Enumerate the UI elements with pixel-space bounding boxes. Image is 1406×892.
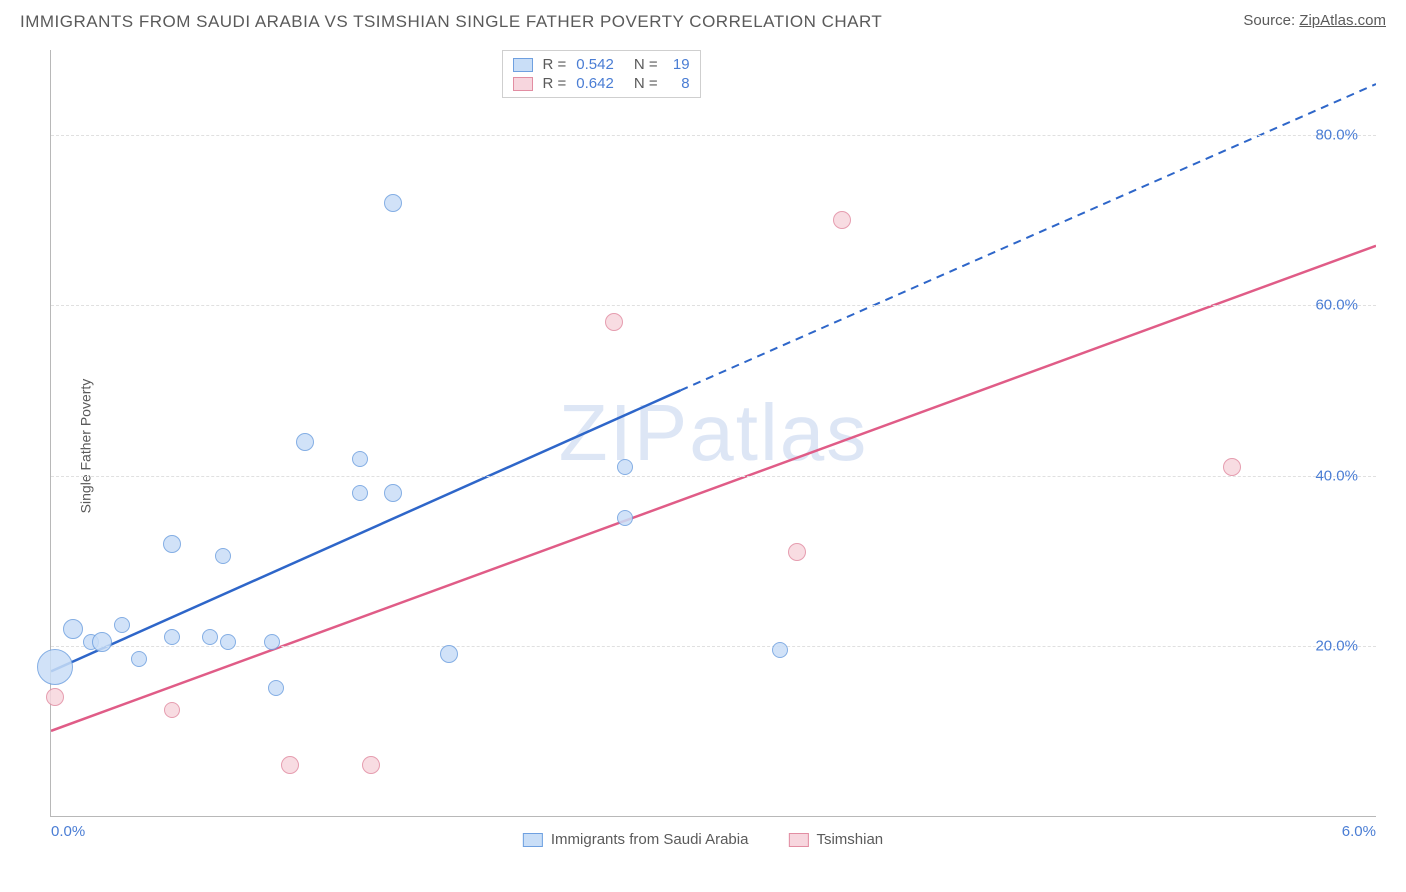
data-point — [46, 688, 64, 706]
plot-area: ZIPatlas R = 0.542 N = 19 R = 0.642 N = … — [50, 50, 1376, 817]
stat-r-value: 0.542 — [576, 56, 614, 73]
x-tick-label: 6.0% — [1342, 823, 1376, 840]
chart-header: IMMIGRANTS FROM SAUDI ARABIA VS TSIMSHIA… — [0, 0, 1406, 40]
data-point — [1223, 458, 1241, 476]
data-point — [362, 756, 380, 774]
gridline — [51, 646, 1376, 647]
data-point — [220, 634, 236, 650]
data-point — [281, 756, 299, 774]
chart-title: IMMIGRANTS FROM SAUDI ARABIA VS TSIMSHIA… — [20, 12, 882, 32]
data-point — [352, 451, 368, 467]
legend-item: Immigrants from Saudi Arabia — [523, 831, 749, 848]
trendline — [51, 246, 1376, 731]
trend-lines — [51, 50, 1376, 816]
y-tick-label: 80.0% — [1315, 127, 1358, 144]
y-tick-label: 60.0% — [1315, 297, 1358, 314]
data-point — [164, 702, 180, 718]
stats-legend: R = 0.542 N = 19 R = 0.642 N = 8 — [502, 50, 701, 98]
data-point — [440, 645, 458, 663]
gridline — [51, 135, 1376, 136]
data-point — [268, 680, 284, 696]
series-legend: Immigrants from Saudi Arabia Tsimshian — [523, 831, 883, 848]
gridline — [51, 476, 1376, 477]
data-point — [788, 543, 806, 561]
data-point — [92, 632, 112, 652]
y-tick-label: 20.0% — [1315, 637, 1358, 654]
stats-row: R = 0.542 N = 19 — [513, 55, 690, 74]
data-point — [617, 459, 633, 475]
stat-r-value: 0.642 — [576, 75, 614, 92]
legend-label: Tsimshian — [816, 831, 883, 848]
data-point — [384, 484, 402, 502]
x-tick-label: 0.0% — [51, 823, 85, 840]
stat-r-label: R = — [543, 56, 567, 73]
trendline-extrapolated — [680, 84, 1376, 390]
legend-swatch — [523, 833, 543, 847]
data-point — [772, 642, 788, 658]
legend-swatch — [788, 833, 808, 847]
stat-n-label: N = — [634, 56, 658, 73]
data-point — [617, 510, 633, 526]
legend-label: Immigrants from Saudi Arabia — [551, 831, 749, 848]
data-point — [63, 619, 83, 639]
data-point — [296, 433, 314, 451]
stat-n-value: 8 — [668, 75, 690, 92]
legend-item: Tsimshian — [788, 831, 883, 848]
stat-n-label: N = — [634, 75, 658, 92]
data-point — [131, 651, 147, 667]
data-point — [114, 617, 130, 633]
watermark: ZIPatlas — [559, 387, 868, 479]
stats-row: R = 0.642 N = 8 — [513, 74, 690, 93]
source-label: Source: ZipAtlas.com — [1243, 12, 1386, 29]
data-point — [605, 313, 623, 331]
source-link[interactable]: ZipAtlas.com — [1299, 12, 1386, 29]
y-tick-label: 40.0% — [1315, 467, 1358, 484]
data-point — [163, 535, 181, 553]
gridline — [51, 305, 1376, 306]
legend-swatch — [513, 77, 533, 91]
data-point — [202, 629, 218, 645]
data-point — [164, 629, 180, 645]
trendline — [51, 390, 680, 671]
data-point — [215, 548, 231, 564]
stat-n-value: 19 — [668, 56, 690, 73]
data-point — [352, 485, 368, 501]
data-point — [264, 634, 280, 650]
stat-r-label: R = — [543, 75, 567, 92]
data-point — [37, 649, 73, 685]
data-point — [833, 211, 851, 229]
legend-swatch — [513, 58, 533, 72]
data-point — [384, 194, 402, 212]
